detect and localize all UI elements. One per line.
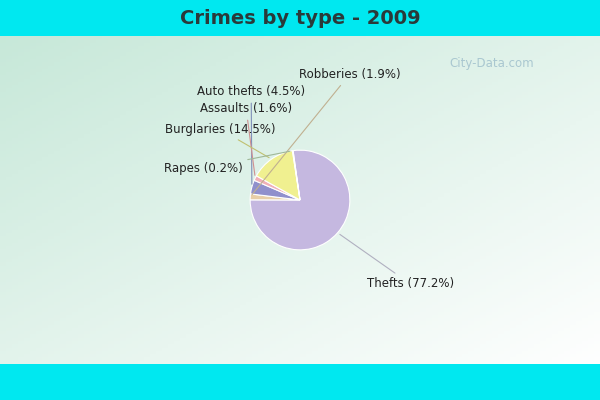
- Wedge shape: [250, 194, 300, 200]
- Text: Burglaries (14.5%): Burglaries (14.5%): [164, 123, 275, 158]
- Text: Thefts (77.2%): Thefts (77.2%): [340, 234, 454, 290]
- Wedge shape: [256, 151, 300, 200]
- Text: Auto thefts (4.5%): Auto thefts (4.5%): [197, 85, 305, 184]
- Text: Robberies (1.9%): Robberies (1.9%): [252, 68, 401, 195]
- Wedge shape: [250, 150, 350, 250]
- Text: City-Data.com: City-Data.com: [449, 58, 535, 70]
- Wedge shape: [292, 151, 300, 200]
- Text: Assaults (1.6%): Assaults (1.6%): [200, 102, 292, 175]
- Wedge shape: [251, 180, 300, 200]
- Wedge shape: [254, 176, 300, 200]
- Text: Rapes (0.2%): Rapes (0.2%): [164, 151, 290, 175]
- Text: Crimes by type - 2009: Crimes by type - 2009: [179, 8, 421, 28]
